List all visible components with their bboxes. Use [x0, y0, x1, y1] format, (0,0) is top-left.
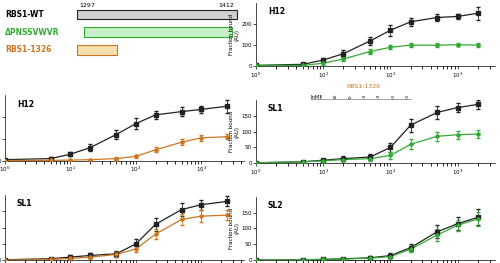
- Text: 250: 250: [377, 94, 381, 102]
- Text: H12: H12: [268, 7, 285, 16]
- FancyBboxPatch shape: [370, 248, 381, 253]
- Text: SL1: SL1: [17, 199, 32, 208]
- Text: 1250: 1250: [392, 94, 396, 105]
- Text: A: A: [5, 0, 14, 2]
- FancyBboxPatch shape: [326, 248, 338, 253]
- FancyBboxPatch shape: [312, 248, 324, 253]
- Y-axis label: Fraction bound
(AU): Fraction bound (AU): [229, 111, 240, 152]
- FancyBboxPatch shape: [311, 198, 412, 260]
- Text: 100: 100: [362, 94, 366, 102]
- FancyBboxPatch shape: [356, 248, 367, 253]
- FancyBboxPatch shape: [326, 148, 338, 153]
- Text: RBS1-WT: RBS1-WT: [5, 10, 44, 19]
- Text: 20: 20: [334, 94, 338, 99]
- FancyBboxPatch shape: [341, 148, 352, 153]
- Text: 50: 50: [348, 94, 352, 99]
- Text: RBS1-1326: RBS1-1326: [5, 45, 52, 54]
- FancyBboxPatch shape: [384, 148, 396, 153]
- FancyBboxPatch shape: [398, 248, 410, 253]
- Y-axis label: Fraction bound
(AU): Fraction bound (AU): [229, 14, 240, 55]
- Text: SL1: SL1: [268, 104, 283, 113]
- FancyBboxPatch shape: [341, 248, 352, 253]
- Text: H12: H12: [17, 100, 34, 109]
- FancyBboxPatch shape: [398, 148, 410, 153]
- Text: 1297: 1297: [79, 3, 95, 8]
- FancyBboxPatch shape: [84, 27, 232, 37]
- Text: [nM]: [nM]: [311, 94, 322, 99]
- Text: 1412: 1412: [218, 3, 234, 8]
- FancyBboxPatch shape: [311, 99, 412, 161]
- Text: SL2: SL2: [268, 201, 283, 210]
- Text: RBS1-1326: RBS1-1326: [346, 84, 380, 89]
- FancyBboxPatch shape: [384, 248, 396, 253]
- Text: o: o: [320, 94, 324, 97]
- FancyBboxPatch shape: [370, 148, 381, 153]
- FancyBboxPatch shape: [76, 10, 237, 19]
- FancyBboxPatch shape: [76, 45, 116, 54]
- FancyBboxPatch shape: [356, 148, 367, 153]
- Text: ΔPNSSVWVR: ΔPNSSVWVR: [5, 28, 60, 37]
- Text: 2500: 2500: [406, 94, 410, 105]
- FancyBboxPatch shape: [312, 148, 324, 153]
- Y-axis label: Fraction bound
(AU): Fraction bound (AU): [229, 208, 240, 249]
